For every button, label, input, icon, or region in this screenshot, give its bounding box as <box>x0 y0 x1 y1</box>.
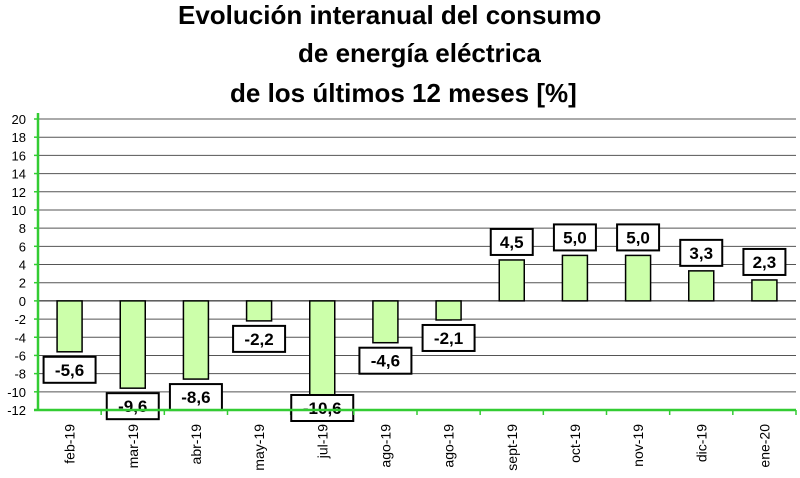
data-label: 5,0 <box>626 228 650 247</box>
y-tick-label: 10 <box>12 203 26 218</box>
bar-5 <box>309 300 336 399</box>
bar-8 <box>498 259 525 302</box>
data-label: -9,6 <box>118 397 147 416</box>
x-tick-label: dic-19 <box>693 424 709 462</box>
bar-3 <box>182 300 210 380</box>
data-label-box <box>421 323 476 352</box>
y-tick-label: 20 <box>12 112 26 127</box>
bar-7 <box>435 300 462 321</box>
data-label: -4,6 <box>371 352 400 371</box>
chart-title-line-1: Evolución interanual del consumo <box>178 0 602 30</box>
y-tick-label: 16 <box>12 148 26 163</box>
data-label-box <box>679 238 724 267</box>
y-tick-label: 8 <box>19 221 26 236</box>
data-label: -10,6 <box>303 399 342 418</box>
y-tick-label: 18 <box>12 130 26 145</box>
data-label-box <box>42 355 97 384</box>
data-label-box <box>105 392 160 421</box>
y-tick-label: 0 <box>19 294 26 309</box>
y-tick-label: -6 <box>14 348 26 363</box>
y-tick-label: -2 <box>14 312 26 327</box>
bar-11 <box>688 270 715 302</box>
data-label-box <box>168 383 223 412</box>
x-tick-label: feb-19 <box>62 424 78 464</box>
x-tick-label: nov-19 <box>630 424 646 467</box>
data-label: 5,0 <box>563 228 587 247</box>
chart-title-line-2: de energía eléctrica <box>298 38 541 68</box>
y-tick-label: 2 <box>19 276 26 291</box>
x-tick-label: oct-19 <box>567 424 583 463</box>
data-label: 2,3 <box>753 253 777 272</box>
bar-2 <box>119 300 146 389</box>
data-label-box <box>290 394 355 422</box>
bar-10 <box>624 254 652 302</box>
y-tick-label: 14 <box>12 167 26 182</box>
x-tick-label: ago-19 <box>441 424 457 468</box>
x-tick-label: jul-19 <box>314 424 330 459</box>
data-label-box <box>232 324 287 353</box>
x-tick-label: ago-19 <box>377 424 393 468</box>
data-label: -5,6 <box>55 361 84 380</box>
bar-1 <box>56 300 83 353</box>
y-tick-label: 4 <box>19 258 26 273</box>
data-label: 4,5 <box>500 233 524 252</box>
x-tick-label: ene-20 <box>756 424 772 468</box>
y-tick-label: -12 <box>7 403 26 418</box>
data-label: -2,2 <box>244 330 273 349</box>
x-tick-label: abr-19 <box>188 424 204 465</box>
data-label: -2,1 <box>434 329 463 348</box>
chart-title-line-3: de los últimos 12 meses [%] <box>230 78 577 108</box>
bar-6 <box>372 300 399 344</box>
bar-4 <box>245 300 273 322</box>
data-label-box <box>358 346 413 375</box>
x-tick-label: sept-19 <box>504 424 520 471</box>
data-label-box <box>489 227 534 256</box>
x-tick-label: may-19 <box>251 424 267 471</box>
y-tick-label: -8 <box>14 367 26 382</box>
y-tick-label: -10 <box>7 385 26 400</box>
chart-title: Evolución interanual del consumo de ener… <box>0 0 800 112</box>
bar-12 <box>751 279 778 302</box>
data-label: 3,3 <box>689 244 713 263</box>
data-label-box <box>742 247 787 276</box>
y-tick-label: 12 <box>12 185 26 200</box>
y-tick-label: -4 <box>14 330 26 345</box>
data-label-box <box>616 223 661 252</box>
data-label-box <box>552 223 597 252</box>
y-tick-label: 6 <box>19 239 26 254</box>
data-label: -8,6 <box>181 388 210 407</box>
bar-9 <box>561 254 589 302</box>
x-tick-label: mar-19 <box>125 424 141 469</box>
